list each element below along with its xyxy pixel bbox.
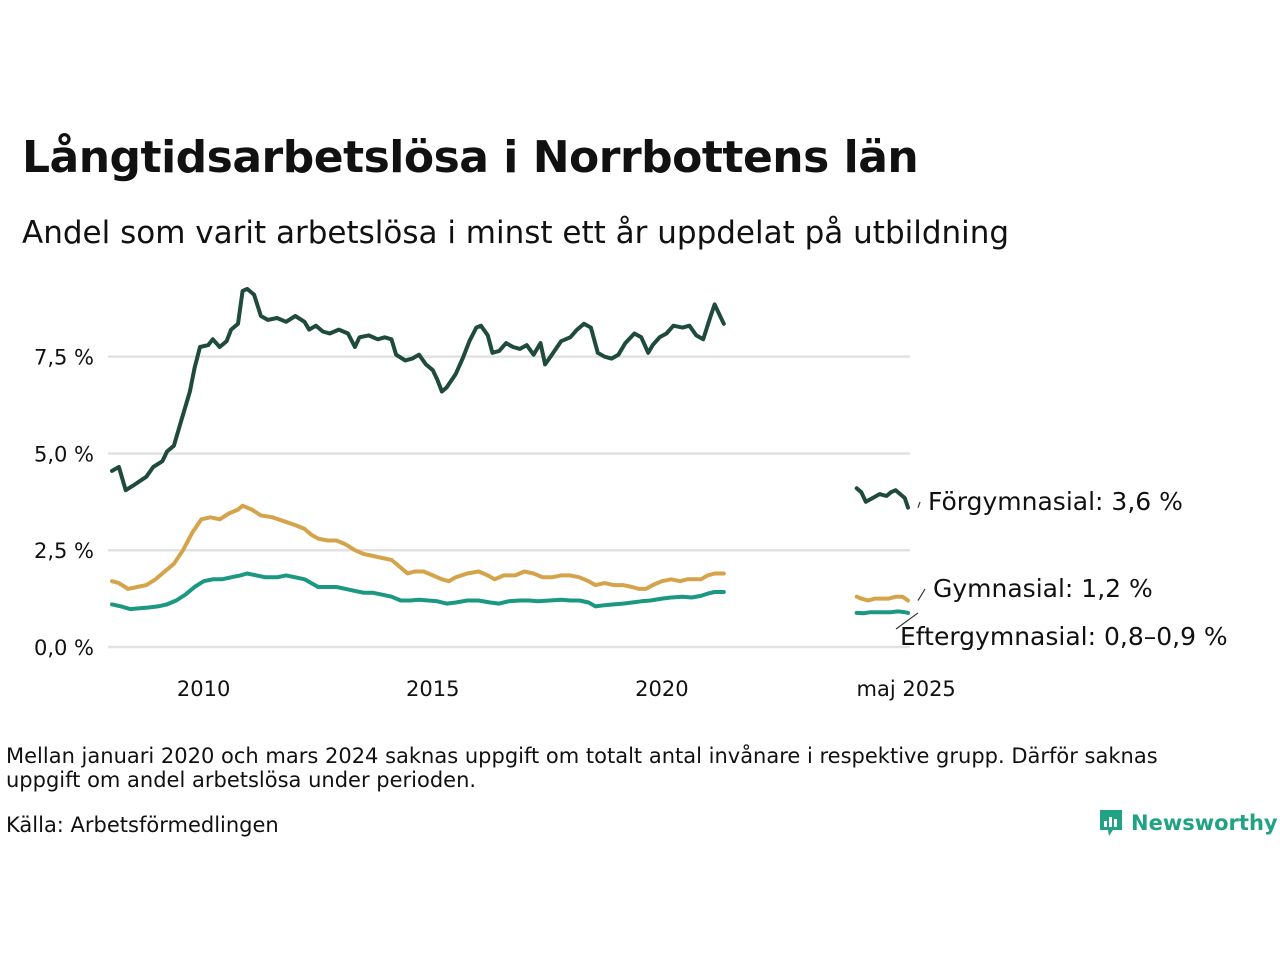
line-chart: 0,0 % 2,5 % 5,0 % 7,5 % 2010 2015 2020 maj 202…: [34, 286, 1228, 701]
y-axis: 0,0 % 2,5 % 5,0 % 7,5 %: [34, 346, 94, 660]
x-tick-label: 2010: [177, 677, 230, 701]
label-leader-line: [895, 612, 919, 630]
series-line-2-segment-1: [110, 503, 726, 591]
label-leader-line: [917, 501, 921, 508]
series-line-3-segment-2: [854, 609, 910, 616]
x-tick-label: 2015: [406, 677, 459, 701]
chart-title: Långtidsarbetslösa i Norrbottens län: [22, 132, 919, 183]
series-line-2-segment-2: [854, 594, 910, 603]
grid-lines: [108, 355, 910, 649]
label-leader-line: [917, 588, 926, 601]
series-lines: [110, 286, 910, 616]
x-axis: 2010 2015 2020 maj 2025: [177, 677, 956, 701]
series-end-label: Eftergymnasial: 0,8–0,9 %: [900, 622, 1228, 651]
y-tick-label: 7,5 %: [34, 346, 94, 370]
newsworthy-logo: Newsworthy: [1098, 808, 1278, 838]
y-tick-label: 2,5 %: [34, 539, 94, 563]
brand-name: Newsworthy: [1131, 811, 1278, 835]
y-tick-label: 5,0 %: [34, 442, 94, 466]
series-line-1-segment-2: [854, 486, 910, 510]
chart-subtitle: Andel som varit arbetslösa i minst ett å…: [22, 215, 1010, 251]
end-labels: Förgymnasial: 3,6 % Gymnasial: 1,2 % Efter…: [895, 487, 1228, 651]
series-line-1-segment-1: [110, 286, 726, 493]
bar-chart-icon: [1100, 810, 1122, 836]
x-tick-label: 2020: [635, 677, 688, 701]
source-text: Källa: Arbetsförmedlingen: [6, 813, 279, 837]
series-line-3-segment-1: [110, 571, 726, 612]
series-end-label: Gymnasial: 1,2 %: [933, 574, 1153, 603]
footnote: Mellan januari 2020 och mars 2024 saknas…: [6, 744, 1158, 792]
x-tick-label: maj 2025: [857, 677, 956, 701]
y-tick-label: 0,0 %: [34, 636, 94, 660]
series-end-label: Förgymnasial: 3,6 %: [928, 487, 1183, 516]
